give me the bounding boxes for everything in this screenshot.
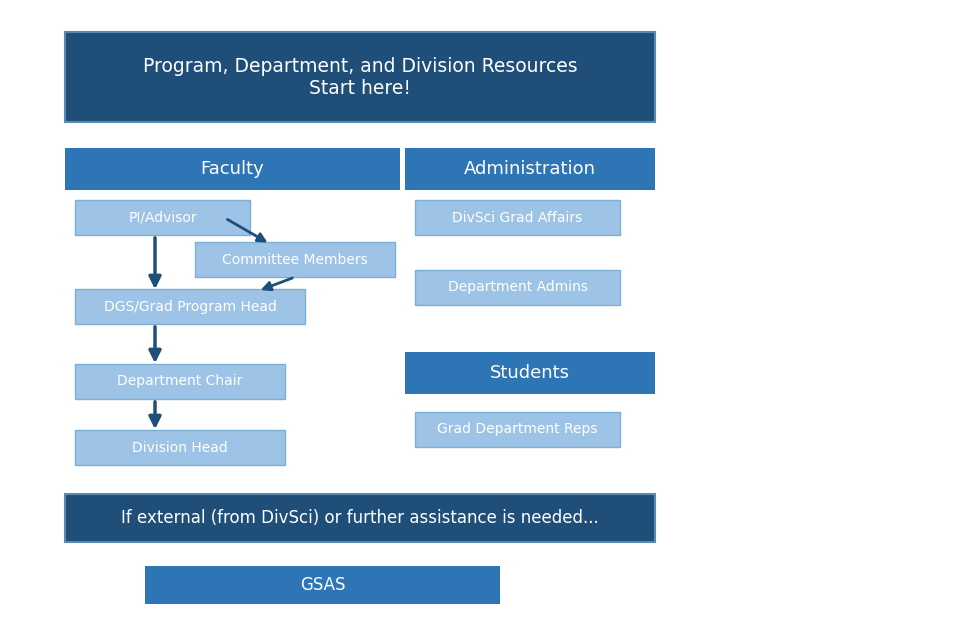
FancyBboxPatch shape <box>75 200 250 235</box>
FancyBboxPatch shape <box>415 200 620 235</box>
FancyBboxPatch shape <box>415 270 620 305</box>
FancyBboxPatch shape <box>195 242 395 277</box>
FancyBboxPatch shape <box>75 430 285 465</box>
Text: Division Head: Division Head <box>132 440 228 454</box>
Text: Administration: Administration <box>464 160 596 178</box>
Text: Department Chair: Department Chair <box>117 374 243 388</box>
Text: GSAS: GSAS <box>300 576 346 594</box>
Text: Students: Students <box>490 364 570 382</box>
FancyBboxPatch shape <box>65 32 655 122</box>
Text: DivSci Grad Affairs: DivSci Grad Affairs <box>452 211 583 225</box>
Text: DGS/Grad Program Head: DGS/Grad Program Head <box>104 300 276 314</box>
FancyBboxPatch shape <box>145 566 500 604</box>
Text: Committee Members: Committee Members <box>222 253 368 266</box>
FancyBboxPatch shape <box>405 352 655 394</box>
FancyBboxPatch shape <box>65 148 400 190</box>
FancyBboxPatch shape <box>415 412 620 447</box>
Text: Program, Department, and Division Resources
Start here!: Program, Department, and Division Resour… <box>143 56 577 97</box>
Text: Faculty: Faculty <box>201 160 264 178</box>
FancyBboxPatch shape <box>65 494 655 542</box>
FancyBboxPatch shape <box>75 364 285 399</box>
Text: If external (from DivSci) or further assistance is needed...: If external (from DivSci) or further ass… <box>121 509 599 527</box>
Text: PI/Advisor: PI/Advisor <box>129 211 197 225</box>
Text: Grad Department Reps: Grad Department Reps <box>437 422 598 436</box>
FancyBboxPatch shape <box>405 148 655 190</box>
FancyBboxPatch shape <box>75 289 305 324</box>
Text: Department Admins: Department Admins <box>447 280 588 294</box>
